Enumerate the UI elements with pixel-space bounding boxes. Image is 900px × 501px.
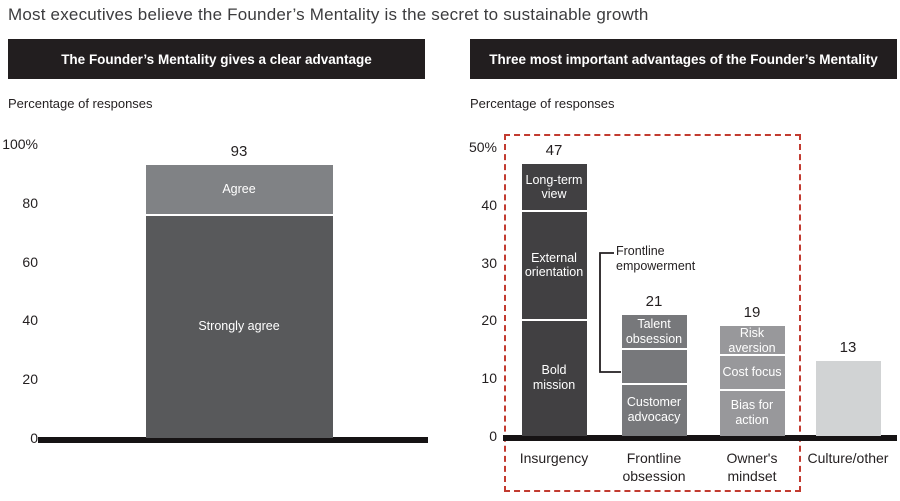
segment-label-strongly-agree: Strongly agree bbox=[198, 318, 280, 333]
y-tick-40: 40 bbox=[22, 312, 38, 329]
y-tick-60: 60 bbox=[22, 253, 38, 270]
segment-label-bold-mission: Bold mission bbox=[532, 363, 576, 393]
x-axis-line bbox=[38, 437, 428, 443]
segment-label-risk-aversion: Risk aversion bbox=[728, 325, 776, 355]
category-label-frontline-obsession: Frontline obsession bbox=[622, 450, 686, 484]
y-tick-100: 100% bbox=[2, 136, 38, 152]
frontline-empowerment-callout-label: Frontline empowerment bbox=[616, 244, 696, 274]
x-axis-line bbox=[503, 435, 897, 441]
segment-label-external-orientation: External orientation bbox=[524, 250, 584, 280]
bar-segment-external-orientation: External orientation bbox=[521, 210, 587, 321]
y-tick-40: 40 bbox=[481, 196, 497, 213]
y-tick-0: 0 bbox=[30, 430, 38, 446]
bar-value-label: 21 bbox=[645, 292, 663, 310]
bar-value-label: 93 bbox=[230, 142, 248, 160]
segment-boundary bbox=[621, 348, 687, 351]
y-tick-20: 20 bbox=[22, 371, 38, 388]
segment-boundary bbox=[521, 209, 587, 212]
left-axis-caption: Percentage of responses bbox=[8, 96, 153, 111]
bar-segment-talent-obsession: Talent obsession bbox=[621, 314, 687, 350]
category-label-insurgency: Insurgency bbox=[519, 450, 589, 466]
category-label-owner-s-mindset: Owner's mindset bbox=[726, 450, 778, 484]
bar-value-label: 13 bbox=[839, 338, 857, 356]
segment-label-cost-focus: Cost focus bbox=[722, 365, 782, 380]
y-tick-0: 0 bbox=[489, 428, 497, 444]
bar-segment-strongly-agree: Strongly agree bbox=[145, 214, 333, 438]
y-tick-10: 10 bbox=[481, 370, 497, 387]
y-tick-20: 20 bbox=[481, 312, 497, 329]
y-tick-30: 30 bbox=[481, 254, 497, 271]
right-axis-caption: Percentage of responses bbox=[470, 96, 615, 111]
segment-label-long-term-view: Long-term view bbox=[525, 172, 583, 202]
category-label-culture-other: Culture/other bbox=[807, 450, 889, 466]
bar-segment-agree: Agree bbox=[145, 164, 333, 215]
figure-title: Most executives believe the Founder’s Me… bbox=[8, 5, 649, 24]
bar-segment-culture-other bbox=[815, 360, 881, 436]
segment-label-agree: Agree bbox=[222, 182, 256, 197]
segment-boundary bbox=[521, 319, 587, 322]
bar-segment-frontline-empowerment bbox=[621, 349, 687, 384]
segment-boundary bbox=[621, 382, 687, 385]
bar-segment-risk-aversion: Risk aversion bbox=[719, 325, 785, 356]
segment-label-customer-advocacy: Customer advocacy bbox=[626, 395, 682, 424]
segment-boundary bbox=[145, 213, 333, 216]
bar-segment-long-term-view: Long-term view bbox=[521, 164, 587, 211]
left-panel-header: The Founder’s Mentality gives a clear ad… bbox=[8, 39, 425, 79]
bar-value-label: 19 bbox=[743, 304, 761, 322]
segment-label-bias-for-action: Bias for action bbox=[730, 398, 774, 427]
y-tick-50: 50% bbox=[468, 139, 497, 155]
bar-segment-customer-advocacy: Customer advocacy bbox=[621, 383, 687, 436]
bar-segment-bias-for-action: Bias for action bbox=[719, 389, 785, 436]
segment-label-talent-obsession: Talent obsession bbox=[625, 317, 683, 346]
bar-segment-cost-focus: Cost focus bbox=[719, 355, 785, 390]
segment-boundary bbox=[719, 388, 785, 391]
bar-segment-bold-mission: Bold mission bbox=[521, 320, 587, 436]
segment-boundary bbox=[719, 354, 785, 357]
bar-value-label: 47 bbox=[545, 142, 563, 160]
y-tick-80: 80 bbox=[22, 194, 38, 211]
right-panel-header: Three most important advantages of the F… bbox=[470, 39, 897, 79]
